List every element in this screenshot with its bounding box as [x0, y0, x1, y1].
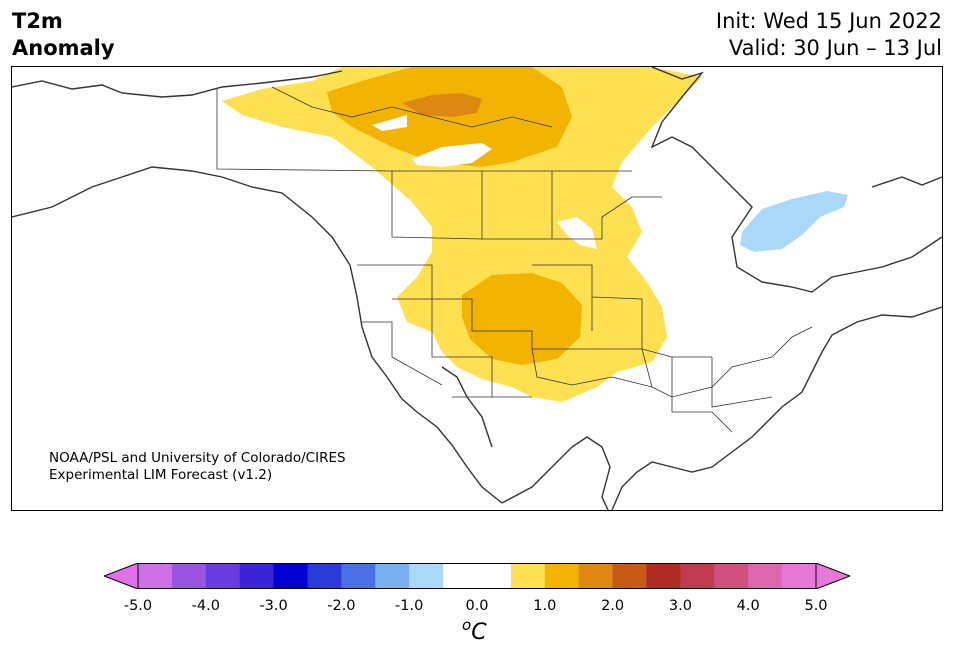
colorbar-segment [510, 563, 546, 589]
colorbar-segment [782, 563, 817, 589]
valid-period: Valid: 30 Jun – 13 Jul [728, 36, 942, 60]
anomaly-gap-3 [557, 217, 597, 249]
anomaly-region-dark-orange [402, 93, 482, 117]
colorbar-tick-label: 4.0 [736, 598, 760, 614]
colorbar-unit: oC [462, 616, 487, 645]
credit-line-1: NOAA/PSL and University of Colorado/CIRE… [49, 450, 346, 466]
colorbar-tick-label: 1.0 [533, 598, 557, 614]
unit-base: C [471, 620, 487, 645]
colorbar-tick-label: 0.0 [465, 598, 489, 614]
colorbar-tick-label: -3.0 [259, 598, 288, 614]
anomaly-gap-1 [372, 115, 407, 131]
anomaly-region-orange-north [327, 67, 572, 167]
colorbar-tick-label: -2.0 [327, 598, 356, 614]
colorbar-segment [205, 563, 241, 589]
colorbar-over-arrow [815, 563, 850, 589]
colorbar-segment [375, 563, 410, 589]
colorbar-tick-label: -1.0 [395, 598, 424, 614]
colorbar [104, 563, 850, 589]
colorbar-segment [443, 563, 478, 589]
map-title: T2m Anomaly [12, 8, 115, 62]
anomaly-map [12, 67, 942, 510]
colorbar-segment [409, 563, 444, 589]
colorbar-border [137, 563, 817, 589]
colorbar-segment [171, 563, 207, 589]
colorbar-segment [578, 563, 614, 589]
map-panel [11, 66, 943, 511]
colorbar-segment [646, 563, 681, 589]
colorbar-segment [544, 563, 580, 589]
colorbar-tick-label: 5.0 [804, 598, 828, 614]
anomaly-region-yellow [222, 67, 702, 402]
colorbar-segment [341, 563, 376, 589]
colorbar-segment [748, 563, 783, 589]
credit-text: NOAA/PSL and University of Colorado/CIRE… [49, 450, 346, 484]
colorbar-segment [239, 563, 275, 589]
colorbar-tick-label: 2.0 [601, 598, 625, 614]
colorbar-under-arrow [104, 563, 139, 589]
forecast-dates: Init: Wed 15 Jun 2022 Valid: 30 Jun – 13… [716, 8, 942, 62]
coastlines [12, 67, 942, 510]
credit-line-2: Experimental LIM Forecast (v1.2) [49, 467, 273, 483]
colorbar-segment [612, 563, 647, 589]
anomaly-region-light-blue [740, 191, 848, 252]
colorbar-segment [307, 563, 342, 589]
colorbar-segment [138, 563, 173, 589]
colorbar-segment [477, 563, 512, 589]
colorbar-segment [273, 563, 308, 589]
colorbar-tick-label: -5.0 [123, 598, 153, 614]
title-line-1: T2m [12, 9, 63, 33]
init-date: Init: Wed 15 Jun 2022 [715, 9, 942, 33]
title-line-2: Anomaly [12, 36, 115, 60]
unit-superscript: o [462, 616, 472, 634]
anomaly-region-orange-plains [462, 273, 582, 365]
colorbar-tick-label: -4.0 [191, 598, 220, 614]
anomaly-gap-2 [412, 143, 492, 167]
borders [216, 86, 813, 433]
colorbar-segment [680, 563, 715, 589]
colorbar-segment [714, 563, 749, 589]
colorbar-tick-label: 3.0 [668, 598, 692, 614]
